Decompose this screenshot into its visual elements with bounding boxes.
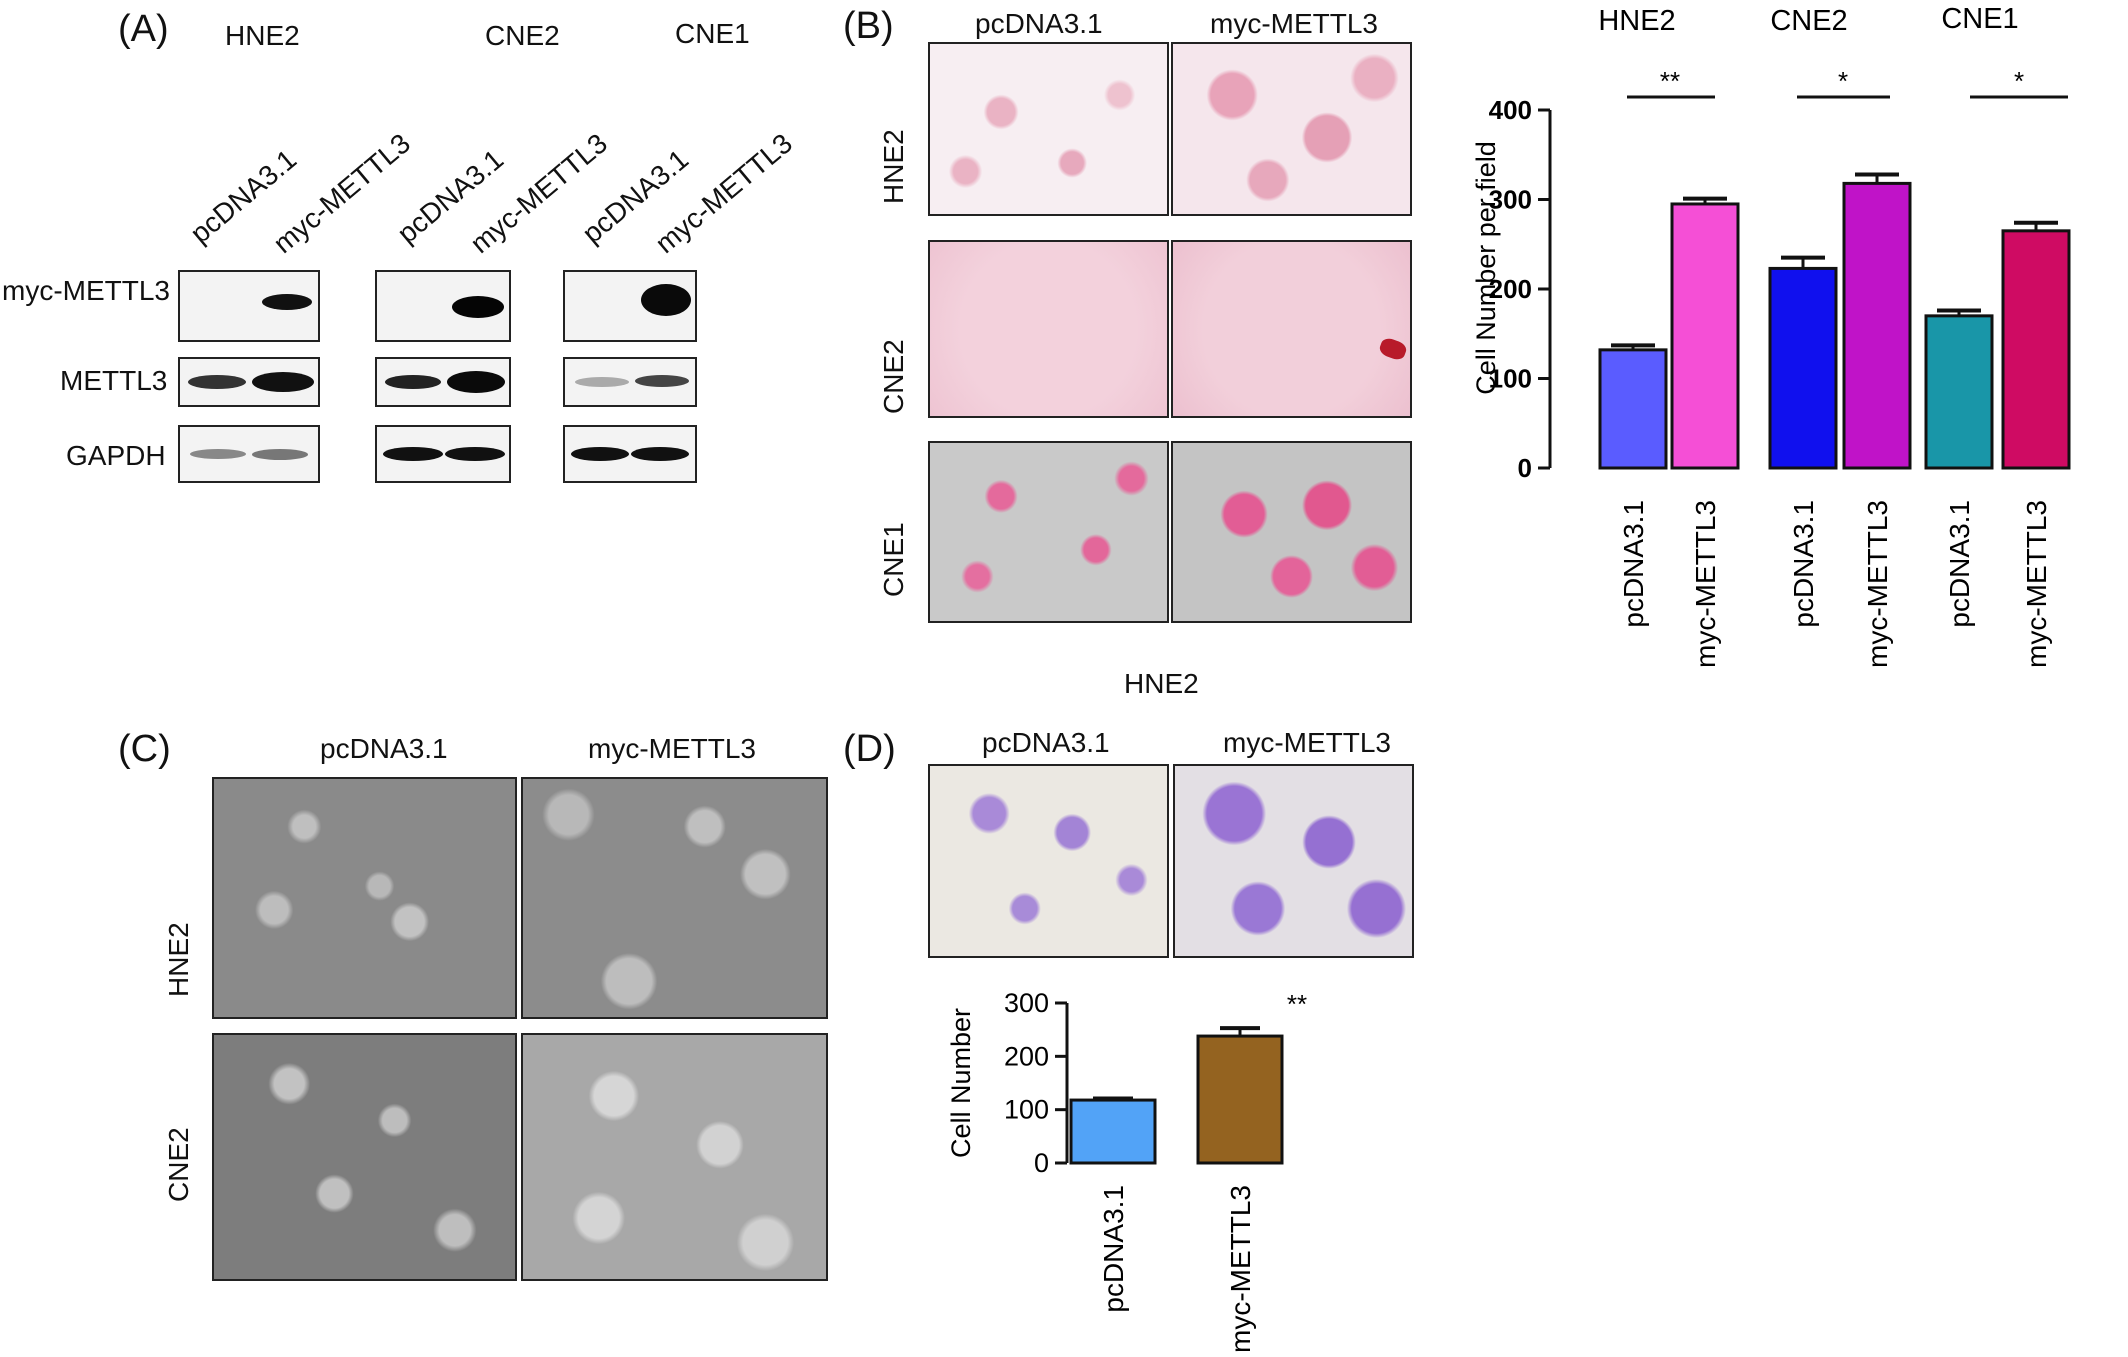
- panel-c-letter: (C): [118, 728, 171, 770]
- y-tick-label: 400: [1489, 95, 1532, 125]
- micrograph-image: [521, 777, 828, 1019]
- x-tick-label: myc-METTL3: [1862, 500, 1893, 668]
- western-blot: [375, 425, 511, 483]
- bar: [1842, 181, 1912, 470]
- panel-a-letter: (A): [118, 8, 169, 50]
- panel-b-row-label: CNE2: [878, 339, 909, 414]
- x-tick-label: pcDNA3.1: [1098, 1185, 1129, 1313]
- panel-d-col-label: myc-METTL3: [1223, 727, 1391, 758]
- significance-marker: **: [1287, 989, 1307, 1019]
- micrograph-image: [1171, 240, 1412, 418]
- panel-b-row-label: HNE2: [878, 129, 909, 204]
- y-tick-label: 100: [1489, 364, 1532, 394]
- panel-c-col-label: pcDNA3.1: [320, 733, 448, 764]
- western-blot: [563, 270, 697, 342]
- y-tick-label: 200: [1004, 1041, 1049, 1071]
- bar: [2001, 229, 2071, 470]
- significance-marker: **: [1660, 66, 1680, 96]
- y-tick-label: 300: [1004, 988, 1049, 1018]
- western-blot: [563, 357, 697, 407]
- western-blot: [375, 357, 511, 407]
- panel-b-letter: (B): [843, 5, 894, 47]
- western-blot: [375, 270, 511, 342]
- x-tick-label: pcDNA3.1: [1618, 500, 1649, 628]
- blot-row-label-myc: myc-METTL3: [2, 275, 170, 306]
- panel-c-row-label: HNE2: [163, 922, 194, 997]
- x-tick-label: pcDNA3.1: [1788, 500, 1819, 628]
- micrograph-image: [928, 764, 1169, 958]
- y-tick-label: 300: [1489, 185, 1532, 215]
- panel-d-col-label: pcDNA3.1: [982, 727, 1110, 758]
- micrograph-image: [1173, 764, 1414, 958]
- panel-b-row-label: CNE1: [878, 522, 909, 597]
- bar: [1768, 266, 1838, 470]
- x-tick-label: myc-METTL3: [2021, 500, 2052, 668]
- blot-row-label-mettl3: METTL3: [60, 365, 168, 396]
- micrograph-image: [928, 42, 1169, 216]
- bar: [1598, 348, 1668, 470]
- micrograph-image: [1171, 42, 1412, 216]
- western-blot: [178, 425, 320, 483]
- panel-a-cellline-hne2: HNE2: [225, 20, 300, 51]
- micrograph-image: [212, 1033, 517, 1281]
- significance-marker: *: [1838, 66, 1848, 96]
- panel-c-col-label: myc-METTL3: [588, 733, 756, 764]
- panel-a-cellline-cne1: CNE1: [675, 18, 750, 49]
- panel-d-title: HNE2: [1124, 668, 1199, 699]
- panel-b-col-label: myc-METTL3: [1210, 8, 1378, 39]
- bar: [1196, 1034, 1284, 1165]
- panel-c-row-label: CNE2: [163, 1127, 194, 1202]
- micrograph-image: [928, 240, 1169, 418]
- y-tick-label: 0: [1518, 453, 1532, 483]
- micrograph-image: [928, 441, 1169, 623]
- group-label-cne2: CNE2: [1770, 5, 1847, 37]
- panel-b-bar-chart: HNE2 CNE2 CNE1 ** * * Cell Number per fi…: [1471, 3, 2071, 668]
- y-tick-label: 200: [1489, 274, 1532, 304]
- x-tick-label: myc-METTL3: [1690, 500, 1721, 668]
- bar: [1924, 314, 1994, 470]
- western-blot: [563, 425, 697, 483]
- blot-row-label-gapdh: GAPDH: [66, 440, 166, 471]
- group-label-cne1: CNE1: [1941, 3, 2018, 35]
- panel-a-cellline-cne2: CNE2: [485, 20, 560, 51]
- y-tick-label: 0: [1034, 1148, 1049, 1178]
- x-tick-label: pcDNA3.1: [1944, 500, 1975, 628]
- micrograph-image: [212, 777, 517, 1019]
- panel-b-col-label: pcDNA3.1: [975, 8, 1103, 39]
- bar: [1069, 1098, 1157, 1165]
- group-label-hne2: HNE2: [1598, 5, 1675, 37]
- western-blot: [178, 357, 320, 407]
- y-axis-label: Cell Number: [946, 1008, 976, 1158]
- y-tick-label: 100: [1004, 1095, 1049, 1125]
- x-tick-label: myc-METTL3: [1225, 1185, 1256, 1353]
- panel-d-bar-chart: ** Cell Number 0 100 200 300 pcDNA3.1 myc-MET…: [946, 988, 1307, 1353]
- micrograph-image: [521, 1033, 828, 1281]
- panel-d-letter: (D): [843, 728, 896, 770]
- western-blot: [178, 270, 320, 342]
- lane-label: myc-METTL3: [267, 127, 417, 260]
- micrograph-image: [1171, 441, 1412, 623]
- y-axis-label: Cell Number per field: [1471, 141, 1501, 395]
- bar: [1670, 202, 1740, 470]
- significance-marker: *: [2014, 66, 2024, 96]
